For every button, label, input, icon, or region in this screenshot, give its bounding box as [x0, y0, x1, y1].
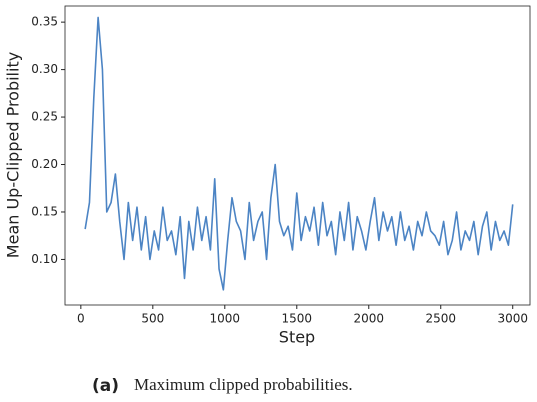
x-tick-label: 2500	[425, 312, 456, 326]
y-tick-label: 0.35	[31, 15, 58, 29]
caption-text: Maximum clipped probabilities.	[134, 375, 353, 394]
x-tick-label: 1000	[210, 312, 241, 326]
y-tick-label: 0.15	[31, 204, 58, 218]
x-tick-label: 2000	[353, 312, 384, 326]
x-tick-label: 500	[141, 312, 164, 326]
plot-frame	[64, 5, 531, 306]
y-tick-label: 0.10	[31, 252, 58, 266]
y-tick-label: 0.25	[31, 110, 58, 124]
x-tick-label: 3000	[497, 312, 528, 326]
data-line	[84, 16, 514, 291]
y-tick-label: 0.30	[31, 62, 58, 76]
x-axis-label: Step	[279, 328, 315, 347]
x-tick-label: 1500	[282, 312, 313, 326]
caption-label: (a)	[92, 376, 119, 396]
y-tick-label: 0.20	[31, 157, 58, 171]
y-axis-label: Mean Up-Clipped Probility	[4, 52, 23, 258]
x-tick-label: 0	[77, 312, 85, 326]
